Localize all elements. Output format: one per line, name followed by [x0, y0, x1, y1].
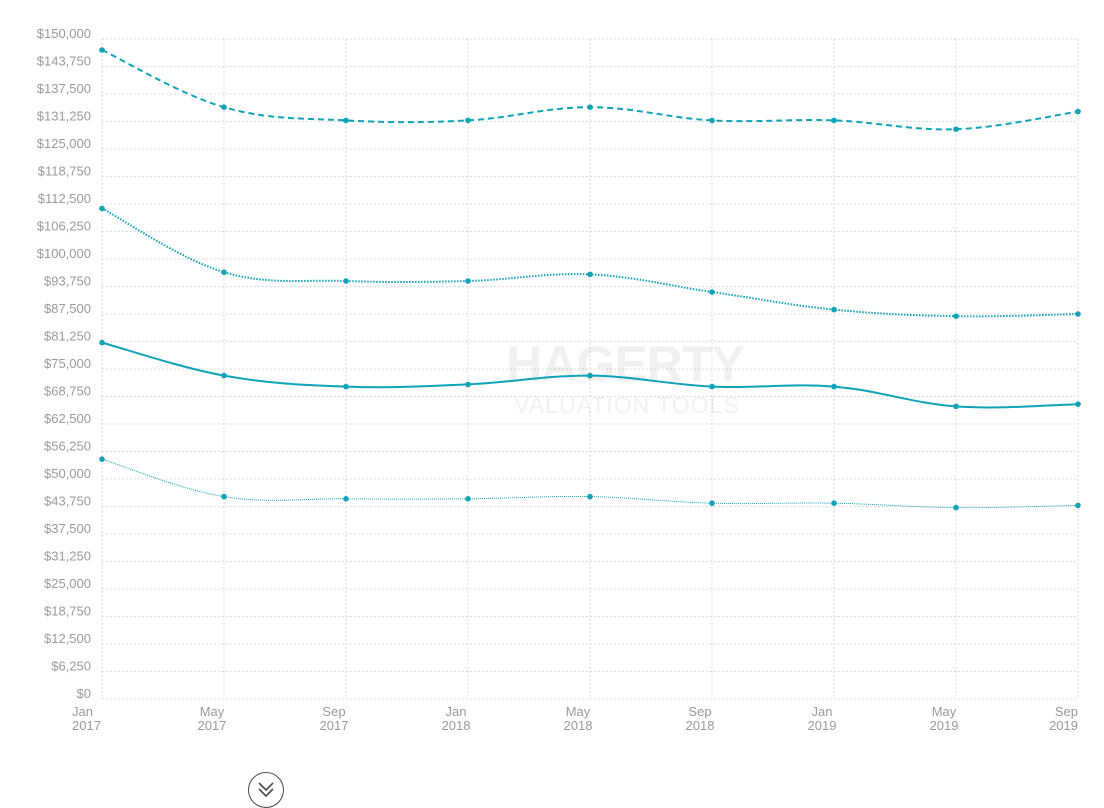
- y-tick-label: $0: [77, 686, 91, 701]
- double-chevron-down-icon: [258, 782, 274, 798]
- y-tick-label: $18,750: [44, 604, 91, 619]
- x-tick-year: 2019: [1049, 718, 1078, 733]
- y-tick-label: $93,750: [44, 274, 91, 289]
- x-tick-year: 2017: [198, 718, 227, 733]
- data-point[interactable]: [221, 269, 227, 276]
- y-tick-label: $125,000: [37, 136, 91, 151]
- series-dotted: [99, 205, 1081, 320]
- data-point[interactable]: [587, 104, 593, 110]
- y-tick-label: $100,000: [37, 246, 91, 261]
- x-tick-month: May: [566, 704, 591, 719]
- data-point[interactable]: [465, 117, 471, 124]
- grid-layer: [101, 38, 1079, 700]
- data-point[interactable]: [831, 500, 837, 507]
- data-point[interactable]: [953, 504, 959, 511]
- data-point[interactable]: [221, 104, 227, 110]
- data-point[interactable]: [831, 306, 837, 313]
- data-point[interactable]: [587, 271, 593, 278]
- x-tick-year: 2017: [320, 718, 349, 733]
- y-tick-label: $56,250: [44, 439, 91, 454]
- data-point[interactable]: [587, 372, 593, 379]
- y-tick-label: $43,750: [44, 494, 91, 509]
- x-axis: Jan2017May2017Sep2017Jan2018May2018Sep20…: [72, 704, 1078, 733]
- data-point[interactable]: [343, 383, 349, 390]
- data-point[interactable]: [953, 126, 959, 132]
- y-tick-label: $62,500: [44, 411, 91, 426]
- watermark-brand: HAGERTY: [506, 336, 744, 392]
- x-tick-month: Jan: [72, 704, 93, 719]
- data-point[interactable]: [99, 339, 105, 346]
- y-tick-label: $31,250: [44, 549, 91, 564]
- data-point[interactable]: [465, 381, 471, 388]
- x-tick-month: Sep: [1055, 704, 1078, 719]
- x-tick-year: 2018: [564, 718, 593, 733]
- data-point[interactable]: [709, 500, 715, 507]
- x-tick-month: Jan: [446, 704, 467, 719]
- y-tick-label: $81,250: [44, 329, 91, 344]
- y-tick-label: $68,750: [44, 384, 91, 399]
- data-point[interactable]: [343, 496, 349, 502]
- data-point[interactable]: [221, 372, 227, 379]
- y-tick-label: $131,250: [37, 109, 91, 124]
- y-tick-label: $150,000: [37, 26, 91, 41]
- data-point[interactable]: [343, 278, 349, 284]
- y-tick-label: $106,250: [37, 219, 91, 234]
- y-tick-label: $87,500: [44, 301, 91, 316]
- x-tick-month: Jan: [812, 704, 833, 719]
- series-line: [101, 49, 1079, 131]
- series-line: [101, 458, 1079, 509]
- y-axis: $0 $6,250 $12,500 $18,750 $25,000 $31,250 $37,…: [37, 26, 91, 701]
- x-tick-year: 2018: [442, 718, 471, 733]
- data-point[interactable]: [99, 456, 105, 463]
- y-tick-label: $118,750: [38, 164, 91, 179]
- data-point[interactable]: [1075, 401, 1081, 408]
- x-tick-year: 2017: [72, 718, 101, 733]
- x-tick-year: 2019: [930, 718, 959, 733]
- data-point[interactable]: [709, 117, 715, 124]
- x-tick-year: 2018: [686, 718, 715, 733]
- x-tick-year: 2019: [808, 718, 837, 733]
- data-point[interactable]: [465, 496, 471, 502]
- series-layer: [99, 47, 1081, 511]
- data-point[interactable]: [709, 383, 715, 390]
- data-point[interactable]: [953, 313, 959, 320]
- y-tick-label: $50,000: [44, 466, 91, 481]
- data-point[interactable]: [99, 205, 105, 212]
- data-point[interactable]: [343, 117, 349, 124]
- series-thin: [99, 456, 1081, 511]
- x-tick-month: Sep: [322, 704, 345, 719]
- series-dashed: [99, 47, 1081, 132]
- data-point[interactable]: [465, 278, 471, 284]
- y-tick-label: $12,500: [44, 631, 91, 646]
- data-point[interactable]: [831, 383, 837, 390]
- y-tick-label: $6,250: [51, 659, 91, 674]
- data-point[interactable]: [1075, 311, 1081, 317]
- data-point[interactable]: [1075, 108, 1081, 115]
- x-tick-month: May: [200, 704, 225, 719]
- data-point[interactable]: [953, 403, 959, 410]
- x-tick-month: Sep: [688, 704, 711, 719]
- y-tick-label: $112,500: [38, 191, 91, 206]
- x-tick-month: May: [932, 704, 957, 719]
- scroll-down-button[interactable]: [248, 772, 284, 808]
- y-tick-label: $75,000: [44, 356, 91, 371]
- series-solid: [99, 339, 1081, 410]
- data-point[interactable]: [221, 493, 227, 500]
- y-tick-label: $25,000: [44, 576, 91, 591]
- y-tick-label: $37,500: [44, 521, 91, 536]
- y-tick-label: $137,500: [37, 81, 91, 96]
- data-point[interactable]: [587, 493, 593, 500]
- data-point[interactable]: [1075, 502, 1081, 509]
- data-point[interactable]: [99, 47, 105, 53]
- watermark-subtitle: VALUATION TOOLS: [514, 392, 739, 418]
- hagerty-watermark: HAGERTY VALUATION TOOLS: [506, 336, 745, 418]
- data-point[interactable]: [831, 117, 837, 124]
- y-tick-label: $143,750: [37, 54, 91, 69]
- data-point[interactable]: [709, 289, 715, 295]
